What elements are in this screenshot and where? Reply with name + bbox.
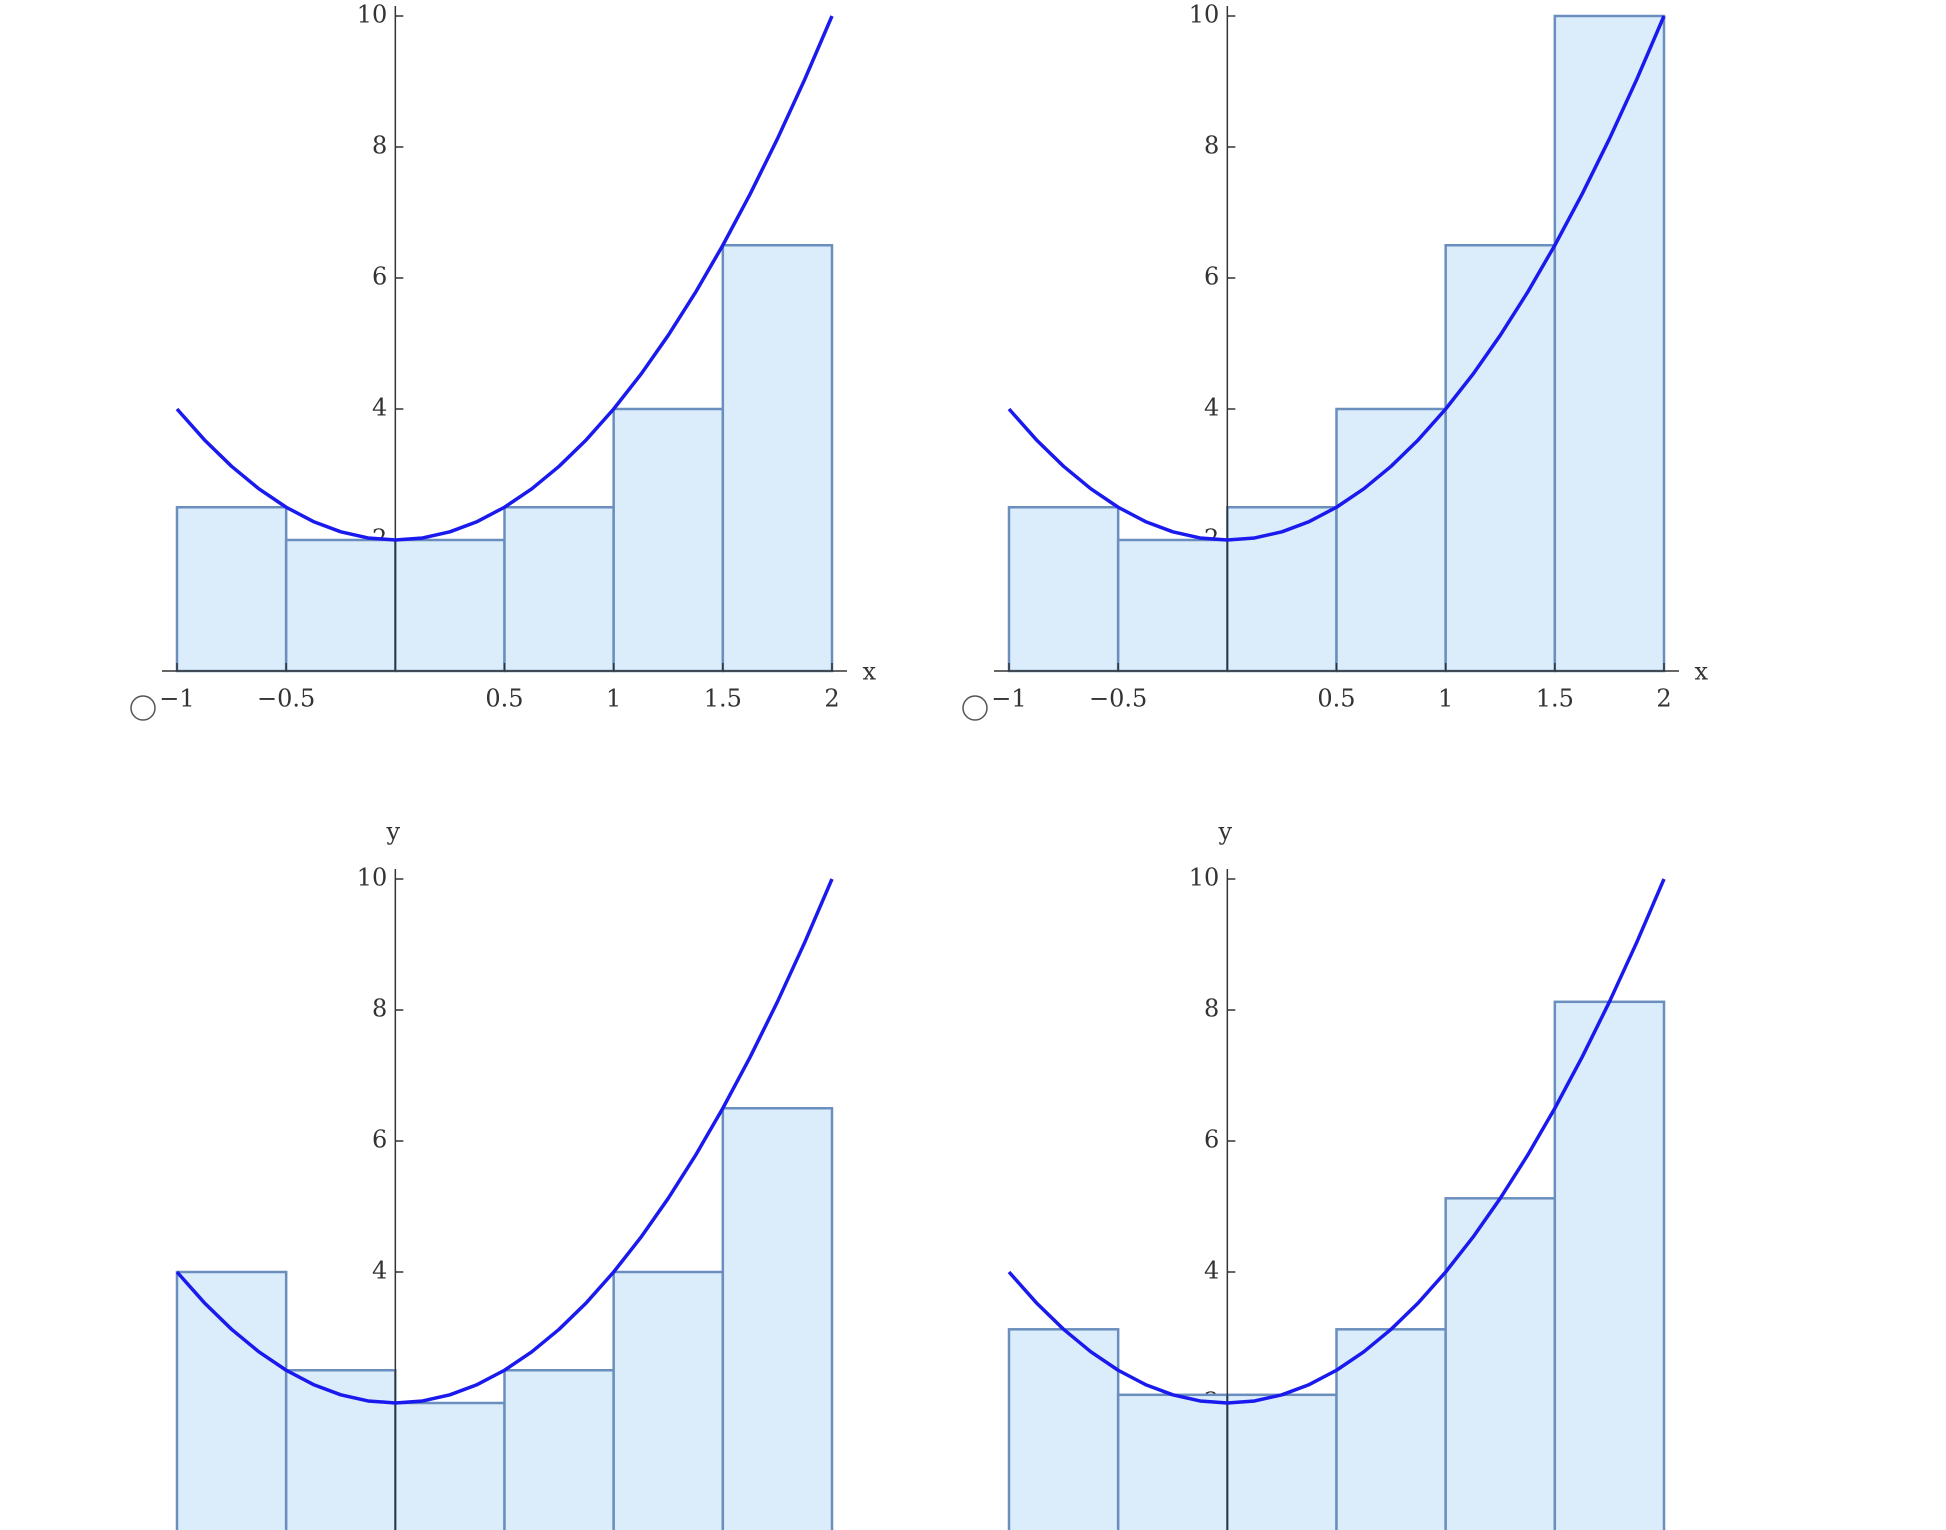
bar [1553, 14, 1666, 673]
y-axis-label: y [386, 818, 401, 846]
bar [1444, 1197, 1557, 1530]
curve [175, 878, 834, 1405]
bar [1116, 1393, 1229, 1530]
bar [1007, 1328, 1120, 1530]
bar [1007, 506, 1120, 673]
bar [612, 1270, 725, 1530]
x-tick-label: 1 [606, 685, 621, 713]
chart-panel: 246810xy [175, 818, 877, 1530]
curve [1007, 878, 1666, 1405]
bar [721, 1107, 834, 1530]
x-tick-label: 1 [1438, 685, 1453, 713]
x-tick-label: 0.5 [485, 685, 523, 713]
x-tick-label: −1 [991, 685, 1026, 713]
y-tick-label: 10 [1189, 864, 1220, 892]
bar [175, 506, 288, 673]
y-tick-label: 10 [1189, 1, 1220, 29]
y-tick-label: 6 [372, 263, 387, 291]
y-tick-label: 6 [1204, 263, 1219, 291]
bar [394, 538, 506, 673]
y-tick-label: 8 [1204, 995, 1219, 1023]
x-axis-label: x [863, 1521, 877, 1530]
bar [1444, 244, 1557, 673]
y-tick-label: 10 [357, 864, 388, 892]
x-axis-label: x [863, 658, 877, 686]
y-tick-label: 8 [1204, 132, 1219, 160]
y-axis-label: y [1218, 818, 1233, 846]
bar [284, 538, 397, 673]
curve [1007, 15, 1666, 542]
curve [175, 15, 834, 542]
x-tick-label: 2 [1656, 685, 1671, 713]
x-tick-label: 1.5 [704, 685, 742, 713]
y-tick-label: 6 [372, 1126, 387, 1154]
y-tick-label: 4 [372, 1257, 387, 1285]
bar [1226, 1393, 1338, 1530]
x-tick-label: 1.5 [1536, 685, 1574, 713]
radio-button[interactable] [130, 695, 156, 721]
x-tick-label: −0.5 [1089, 685, 1147, 713]
y-tick-label: 8 [372, 132, 387, 160]
y-tick-label: 8 [372, 995, 387, 1023]
y-tick-label: 4 [1204, 1257, 1219, 1285]
x-tick-label: −0.5 [257, 685, 315, 713]
x-axis-label: x [1695, 1521, 1709, 1530]
radio-button[interactable] [962, 695, 988, 721]
bar [612, 407, 725, 673]
x-axis-label: x [1695, 658, 1709, 686]
bar [175, 1270, 288, 1530]
bar [1553, 1000, 1666, 1530]
y-tick-label: 4 [1204, 394, 1219, 422]
chart-panel: 246810xy [1007, 818, 1709, 1530]
bar [1335, 407, 1447, 673]
bar [503, 1369, 615, 1530]
x-tick-label: 2 [824, 685, 839, 713]
x-tick-label: 0.5 [1317, 685, 1355, 713]
x-tick-label: −1 [159, 685, 194, 713]
bar [1116, 538, 1229, 673]
y-tick-label: 10 [357, 1, 388, 29]
bar [721, 244, 834, 673]
y-tick-label: 4 [372, 394, 387, 422]
bar [503, 506, 615, 673]
y-tick-label: 6 [1204, 1126, 1219, 1154]
bar [394, 1401, 506, 1530]
